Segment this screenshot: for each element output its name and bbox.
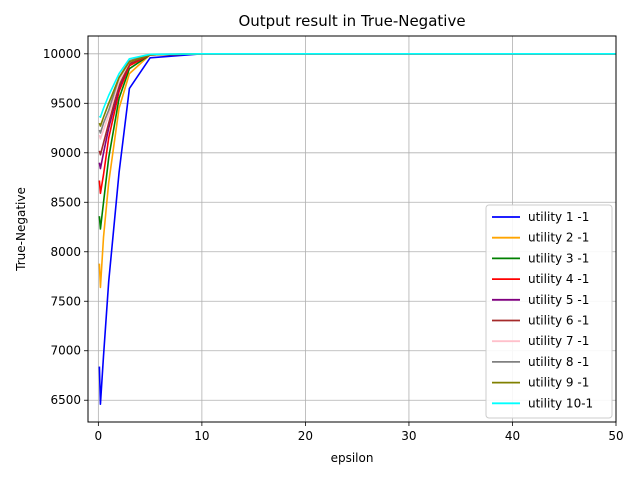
y-tick-label: 9000 (50, 146, 81, 160)
legend-label: utility 9 -1 (528, 376, 589, 390)
x-tick-label: 40 (505, 429, 520, 443)
x-tick-label: 50 (608, 429, 623, 443)
series-line-1 (98, 53, 616, 405)
legend-label: utility 5 -1 (528, 293, 589, 307)
series-line-6 (98, 53, 616, 156)
x-tick-label: 0 (95, 429, 103, 443)
legend-label: utility 3 -1 (528, 251, 589, 265)
legend-label: utility 1 -1 (528, 210, 589, 224)
legend-label: utility 4 -1 (528, 272, 589, 286)
legend-label: utility 6 -1 (528, 314, 589, 328)
legend-label: utility 8 -1 (528, 355, 589, 369)
y-tick-label: 7500 (50, 294, 81, 308)
x-tick-label: 30 (401, 429, 416, 443)
legend-label: utility 7 -1 (528, 334, 589, 348)
legend: utility 1 -1 utility 2 -1 utility 3 -1 util… (485, 204, 613, 419)
x-tick-label: 10 (194, 429, 209, 443)
y-axis-label: True-Negative (14, 187, 28, 272)
series-line-10 (98, 53, 616, 118)
series-line-5 (98, 53, 616, 170)
y-axis: 6500 7000 7500 8000 8500 9000 9500 10000 (43, 47, 88, 407)
y-tick-label: 8000 (50, 245, 81, 259)
series-line-8 (98, 53, 616, 134)
x-axis-label: epsilon (331, 451, 374, 465)
y-tick-label: 9500 (50, 96, 81, 110)
y-tick-label: 6500 (50, 393, 81, 407)
y-tick-label: 10000 (43, 47, 81, 61)
x-tick-label: 20 (298, 429, 313, 443)
chart-title: Output result in True-Negative (238, 12, 465, 30)
y-tick-label: 7000 (50, 344, 81, 358)
series-line-9 (98, 53, 616, 127)
x-axis: 0 10 20 30 40 50 (95, 422, 624, 443)
series-line-7 (98, 53, 616, 140)
series-line-3 (98, 53, 616, 230)
plot-frame (87, 35, 617, 423)
series-line-4 (98, 53, 616, 195)
legend-label: utility 10-1 (528, 396, 593, 410)
legend-label: utility 2 -1 (528, 231, 589, 245)
y-tick-label: 8500 (50, 195, 81, 209)
series-lines (98, 53, 616, 405)
